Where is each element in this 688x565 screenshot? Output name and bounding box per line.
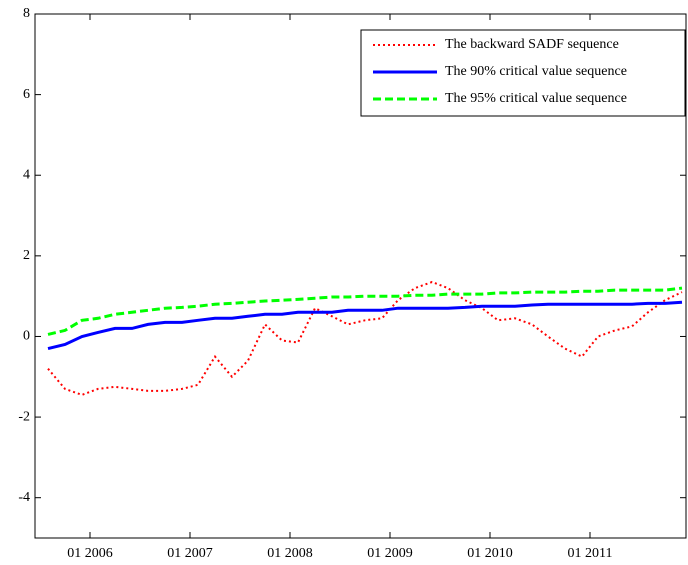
y-tick-label: 6 <box>23 87 30 102</box>
x-tick-label: 01 2011 <box>568 546 613 561</box>
x-tick-label: 01 2006 <box>67 546 113 561</box>
legend-label: The 90% critical value sequence <box>445 64 627 79</box>
x-tick-label: 01 2007 <box>167 546 213 561</box>
y-tick-label: -2 <box>18 409 30 424</box>
y-tick-label: 8 <box>23 6 30 21</box>
series-line <box>47 286 683 336</box>
legend-label: The backward SADF sequence <box>445 37 619 52</box>
series-line <box>47 280 683 396</box>
series-line <box>47 300 683 351</box>
y-tick-label: 4 <box>23 167 30 182</box>
x-tick-label: 01 2009 <box>367 546 413 561</box>
y-tick-label: -4 <box>18 490 30 505</box>
x-tick-label: 01 2010 <box>467 546 513 561</box>
x-tick-label: 01 2008 <box>267 546 313 561</box>
y-tick-label: 2 <box>23 248 30 263</box>
legend-label: The 95% critical value sequence <box>445 91 627 106</box>
y-tick-label: 0 <box>23 329 30 344</box>
